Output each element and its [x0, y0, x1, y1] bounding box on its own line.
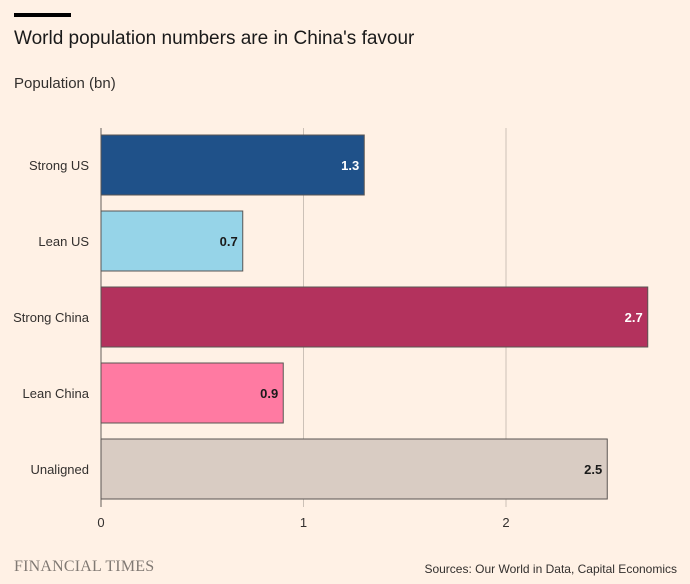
x-tick-label: 0: [97, 515, 104, 530]
category-label: Strong US: [29, 158, 89, 173]
bar: [100, 134, 365, 196]
data-label: 2.7: [625, 310, 643, 325]
bar: [100, 210, 244, 272]
category-label: Lean China: [23, 386, 90, 401]
data-label: 2.5: [584, 462, 602, 477]
x-tick-label: 2: [502, 515, 509, 530]
x-tick-label: 1: [300, 515, 307, 530]
labels: 0 1 2 Strong US 1.3 Lean US 0.7 Strong China 2.7…: [13, 158, 643, 530]
bar: [100, 362, 284, 424]
category-label: Lean US: [38, 234, 89, 249]
title-rule: [14, 13, 71, 17]
ft-logo: FINANCIAL TIMES: [14, 558, 155, 575]
bar: [100, 438, 608, 500]
data-label: 1.3: [341, 158, 359, 173]
data-label: 0.7: [220, 234, 238, 249]
source-note: Sources: Our World in Data, Capital Econ…: [424, 562, 677, 576]
chart-subtitle: Population (bn): [14, 75, 116, 92]
category-label: Unaligned: [30, 462, 89, 477]
data-label: 0.9: [260, 386, 278, 401]
chart-title: World population numbers are in China's …: [14, 28, 415, 49]
bars: [100, 134, 649, 500]
category-label: Strong China: [13, 310, 90, 325]
bar: [100, 286, 649, 348]
